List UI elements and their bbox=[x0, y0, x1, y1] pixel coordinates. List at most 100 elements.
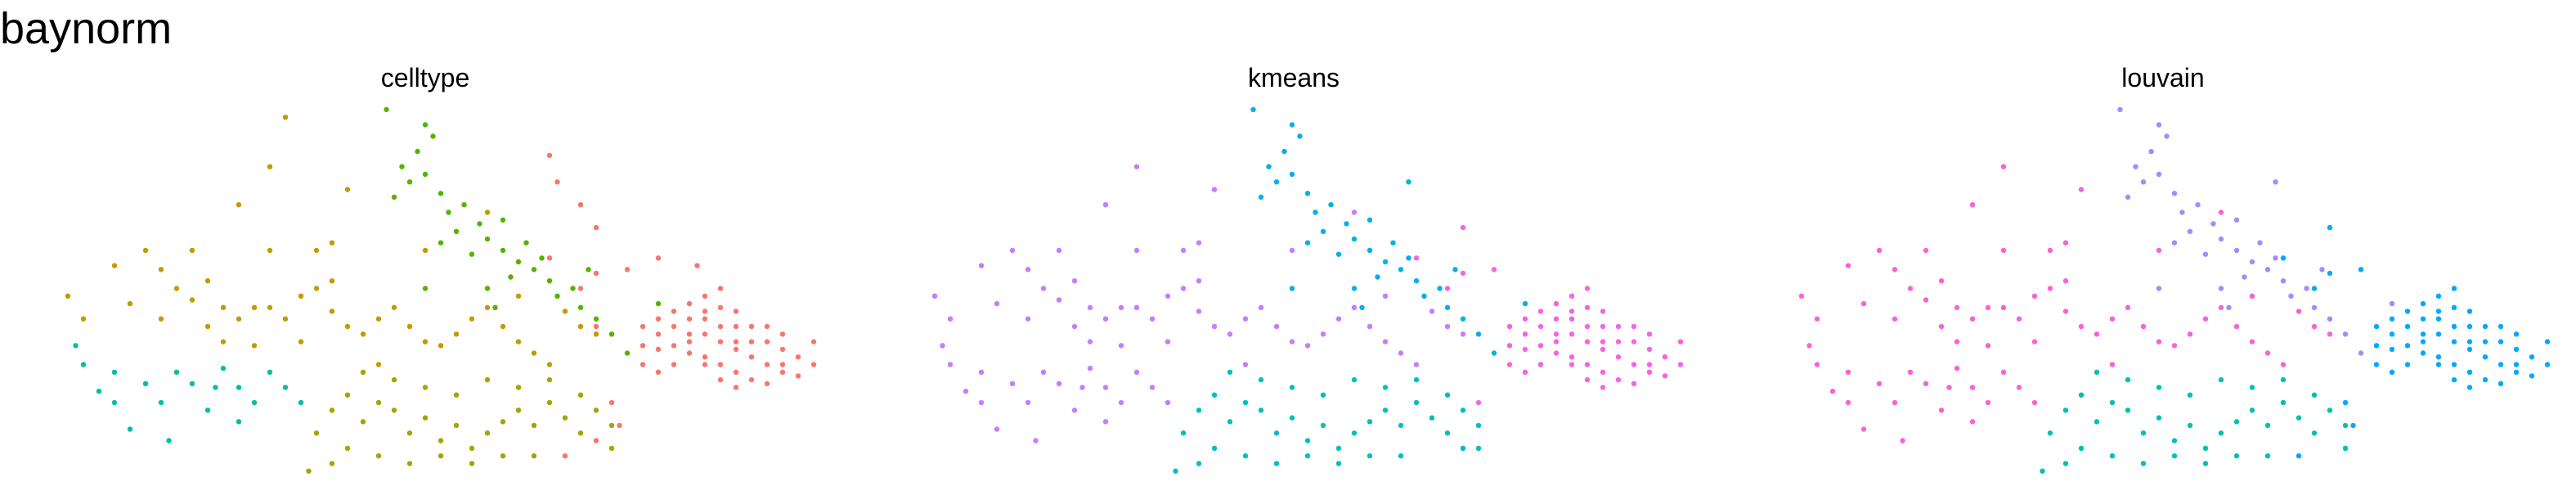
data-point bbox=[2497, 381, 2504, 386]
data-point bbox=[1537, 343, 1544, 349]
data-point bbox=[2140, 461, 2147, 466]
data-point bbox=[1553, 316, 1560, 322]
data-point bbox=[1506, 323, 1513, 330]
data-point bbox=[1227, 419, 1233, 425]
data-point bbox=[2156, 122, 2162, 128]
data-point bbox=[1297, 133, 1303, 139]
data-point bbox=[1133, 369, 1140, 375]
data-point bbox=[1506, 343, 1513, 349]
data-point bbox=[2466, 339, 2473, 345]
data-point bbox=[1923, 297, 1929, 303]
data-point bbox=[422, 339, 429, 345]
data-point bbox=[391, 304, 397, 310]
data-point bbox=[1149, 316, 1156, 322]
data-point bbox=[593, 408, 599, 413]
data-point bbox=[236, 419, 242, 425]
data-point bbox=[810, 339, 817, 345]
data-point bbox=[1390, 240, 1396, 246]
data-point bbox=[2264, 422, 2271, 429]
data-point bbox=[1211, 187, 1218, 192]
data-point bbox=[251, 343, 258, 349]
data-point bbox=[422, 171, 429, 178]
data-point bbox=[686, 331, 693, 337]
data-point bbox=[2264, 267, 2271, 273]
data-point bbox=[430, 133, 436, 139]
data-point bbox=[2202, 251, 2209, 257]
data-point bbox=[748, 376, 755, 383]
data-point bbox=[1631, 323, 1637, 330]
data-point bbox=[2218, 286, 2224, 291]
data-point bbox=[1273, 461, 1280, 466]
data-point bbox=[2466, 385, 2473, 390]
data-point bbox=[158, 267, 164, 273]
data-point bbox=[810, 362, 817, 367]
data-point bbox=[2311, 304, 2318, 310]
data-point bbox=[2296, 309, 2302, 314]
data-point bbox=[2420, 316, 2426, 322]
data-point bbox=[2420, 350, 2426, 356]
data-point bbox=[733, 369, 739, 375]
data-point bbox=[2156, 415, 2162, 421]
data-point bbox=[655, 255, 662, 261]
data-point bbox=[1056, 297, 1062, 303]
data-point bbox=[1814, 316, 1820, 322]
data-point bbox=[1946, 385, 1952, 390]
data-point bbox=[2062, 278, 2069, 284]
data-point bbox=[1133, 247, 1140, 254]
data-point bbox=[1087, 304, 1093, 310]
points-louvain bbox=[1798, 106, 2551, 474]
data-point bbox=[1444, 286, 1451, 291]
data-point bbox=[158, 316, 164, 322]
data-point bbox=[415, 148, 420, 155]
data-point bbox=[2117, 106, 2123, 113]
data-point bbox=[608, 445, 615, 451]
data-point bbox=[2218, 236, 2224, 242]
data-point bbox=[2047, 286, 2053, 291]
data-point bbox=[2171, 240, 2178, 246]
data-point bbox=[1600, 369, 1606, 375]
data-point bbox=[1196, 278, 1202, 284]
data-point bbox=[1211, 392, 1218, 398]
data-point bbox=[694, 263, 700, 268]
panel-title-celltype: celltype bbox=[381, 63, 470, 92]
data-point bbox=[2342, 422, 2349, 429]
data-point bbox=[577, 430, 584, 436]
data-point bbox=[748, 323, 755, 330]
data-point bbox=[1382, 293, 1389, 299]
data-point bbox=[2327, 224, 2333, 231]
data-point bbox=[1304, 343, 1311, 349]
data-point bbox=[313, 286, 320, 291]
data-point bbox=[686, 339, 693, 345]
data-point bbox=[515, 259, 522, 265]
data-point bbox=[702, 309, 708, 314]
data-point bbox=[1553, 331, 1560, 337]
data-point bbox=[1258, 408, 1264, 413]
data-point bbox=[2062, 461, 2069, 466]
data-point bbox=[2094, 419, 2100, 425]
data-point bbox=[1056, 381, 1062, 386]
data-point bbox=[1180, 247, 1187, 254]
data-point bbox=[1845, 399, 1851, 406]
data-point bbox=[1367, 453, 1373, 459]
data-point bbox=[2288, 293, 2294, 299]
data-point bbox=[2133, 164, 2138, 169]
data-point bbox=[2031, 399, 2038, 406]
data-point bbox=[1798, 293, 1805, 299]
data-point bbox=[422, 415, 429, 421]
data-point bbox=[733, 346, 739, 353]
data-point bbox=[65, 293, 71, 299]
data-point bbox=[624, 350, 631, 356]
data-point bbox=[1491, 267, 1497, 273]
data-point bbox=[1359, 304, 1365, 310]
data-point bbox=[554, 293, 560, 299]
data-point bbox=[1335, 316, 1342, 322]
data-point bbox=[1040, 369, 1047, 375]
data-point bbox=[446, 209, 451, 215]
data-point bbox=[2373, 323, 2380, 330]
data-point bbox=[267, 247, 273, 254]
data-point bbox=[1631, 362, 1637, 367]
data-point bbox=[2319, 267, 2325, 273]
data-point bbox=[2233, 453, 2240, 459]
data-point bbox=[1304, 191, 1311, 196]
data-point bbox=[267, 304, 273, 310]
